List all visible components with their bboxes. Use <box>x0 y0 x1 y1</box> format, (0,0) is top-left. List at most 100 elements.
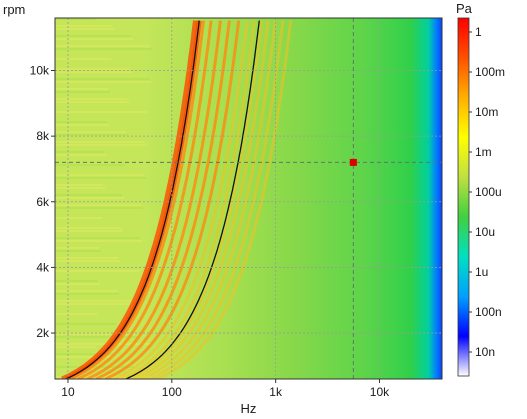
harmonic-band <box>104 20 241 379</box>
noise-streak <box>55 48 152 50</box>
noise-streak <box>55 174 144 176</box>
noise-streak <box>55 18 95 20</box>
harmonic-band <box>61 20 198 379</box>
noise-streak <box>55 240 142 242</box>
y-tick-label: 4k <box>36 260 50 274</box>
noise-streak <box>55 300 136 302</box>
colorbar-title: Pa <box>456 1 473 16</box>
noise-streak <box>55 293 119 295</box>
noise-streak <box>55 81 151 83</box>
harmonic-band <box>156 20 293 379</box>
colorbar-tick-label: 10m <box>475 105 498 119</box>
colorbar-tick-label: 10u <box>475 225 495 239</box>
harmonic-band <box>113 20 249 379</box>
noise-streak <box>55 257 118 259</box>
noise-streak <box>55 207 143 209</box>
noise-streak <box>55 333 135 335</box>
noise-streak <box>55 38 133 40</box>
colorbar <box>457 17 470 377</box>
harmonic-band <box>69 20 205 379</box>
plot-frame <box>54 17 443 380</box>
noise-streak <box>55 336 137 338</box>
noise-streak <box>55 260 120 262</box>
noise-streak <box>55 91 110 93</box>
colorbar-tick-label: 1u <box>475 265 488 279</box>
y-tick-label: 6k <box>36 195 50 209</box>
noise-streak <box>55 323 116 325</box>
noise-streak <box>55 154 106 156</box>
noise-streak <box>55 197 124 199</box>
x-tick-label: 100 <box>162 385 182 399</box>
x-tick-label: 1k <box>269 385 283 399</box>
y-tick-label: 8k <box>36 129 50 143</box>
noise-streak <box>55 204 141 206</box>
colorbar-tick-label: 100u <box>475 185 502 199</box>
harmonic-band <box>95 20 231 379</box>
harmonic-band <box>127 20 264 379</box>
x-axis-title: Hz <box>241 401 257 416</box>
noise-streak <box>55 187 105 189</box>
noise-streak <box>55 356 115 358</box>
colorbar-tick-label: 100n <box>475 305 502 319</box>
colorbar-tick-label: 100m <box>475 65 505 79</box>
noise-streak <box>55 247 99 249</box>
noise-streak <box>55 71 132 73</box>
order-line-1 <box>65 20 200 379</box>
y-tick-label: 2k <box>36 326 50 340</box>
noise-streak <box>55 164 125 166</box>
harmonic-band <box>134 20 270 379</box>
noise-streak <box>55 58 111 60</box>
colorbar-tick-label: 1 <box>475 25 482 39</box>
harmonic-band <box>149 20 285 379</box>
x-tick-label: 10k <box>370 385 390 399</box>
harmonic-band <box>141 20 277 379</box>
y-tick-label: 10k <box>30 64 50 78</box>
noise-streak <box>55 184 103 186</box>
noise-streak <box>55 121 107 123</box>
noise-streak <box>55 35 131 37</box>
noise-streak <box>55 230 123 232</box>
noise-streak <box>55 28 114 30</box>
noise-streak <box>55 303 138 305</box>
noise-streak <box>55 237 140 239</box>
noise-streak <box>55 283 100 285</box>
noise-streak <box>55 177 146 179</box>
noise-streak <box>55 270 139 272</box>
noise-streak <box>55 111 148 113</box>
colorbar-tick-label: 10n <box>475 345 495 359</box>
noise-streak <box>55 141 145 143</box>
harmonic-band <box>120 20 256 379</box>
noise-streak <box>55 194 122 196</box>
harmonic-band <box>86 20 222 379</box>
noise-streak <box>55 144 147 146</box>
noise-streak <box>55 290 117 292</box>
heatmap-detail <box>55 18 293 379</box>
grid <box>55 18 442 379</box>
noise-streak <box>55 98 127 100</box>
noise-streak <box>55 25 112 27</box>
order-line-4 <box>125 20 260 379</box>
noise-streak <box>55 280 98 282</box>
noise-streak <box>55 217 102 219</box>
noise-streak <box>55 376 153 378</box>
x-tick-label: 10 <box>61 385 75 399</box>
noise-streak <box>55 131 126 133</box>
noise-streak <box>55 78 149 80</box>
noise-streak <box>55 101 129 103</box>
noise-streak <box>55 250 101 252</box>
noise-streak <box>55 88 108 90</box>
noise-streak <box>55 134 128 136</box>
noise-streak <box>55 227 121 229</box>
colorbar-tick-label: 1m <box>475 145 492 159</box>
noise-streak <box>55 353 113 355</box>
y-axis-title: rpm <box>3 2 25 17</box>
noise-streak <box>55 366 134 368</box>
noise-streak <box>55 151 104 153</box>
noise-streak <box>55 346 96 348</box>
harmonic-band <box>77 20 213 379</box>
cursor-marker <box>349 158 357 166</box>
noise-streak <box>55 343 154 345</box>
noise-streak <box>55 68 130 70</box>
